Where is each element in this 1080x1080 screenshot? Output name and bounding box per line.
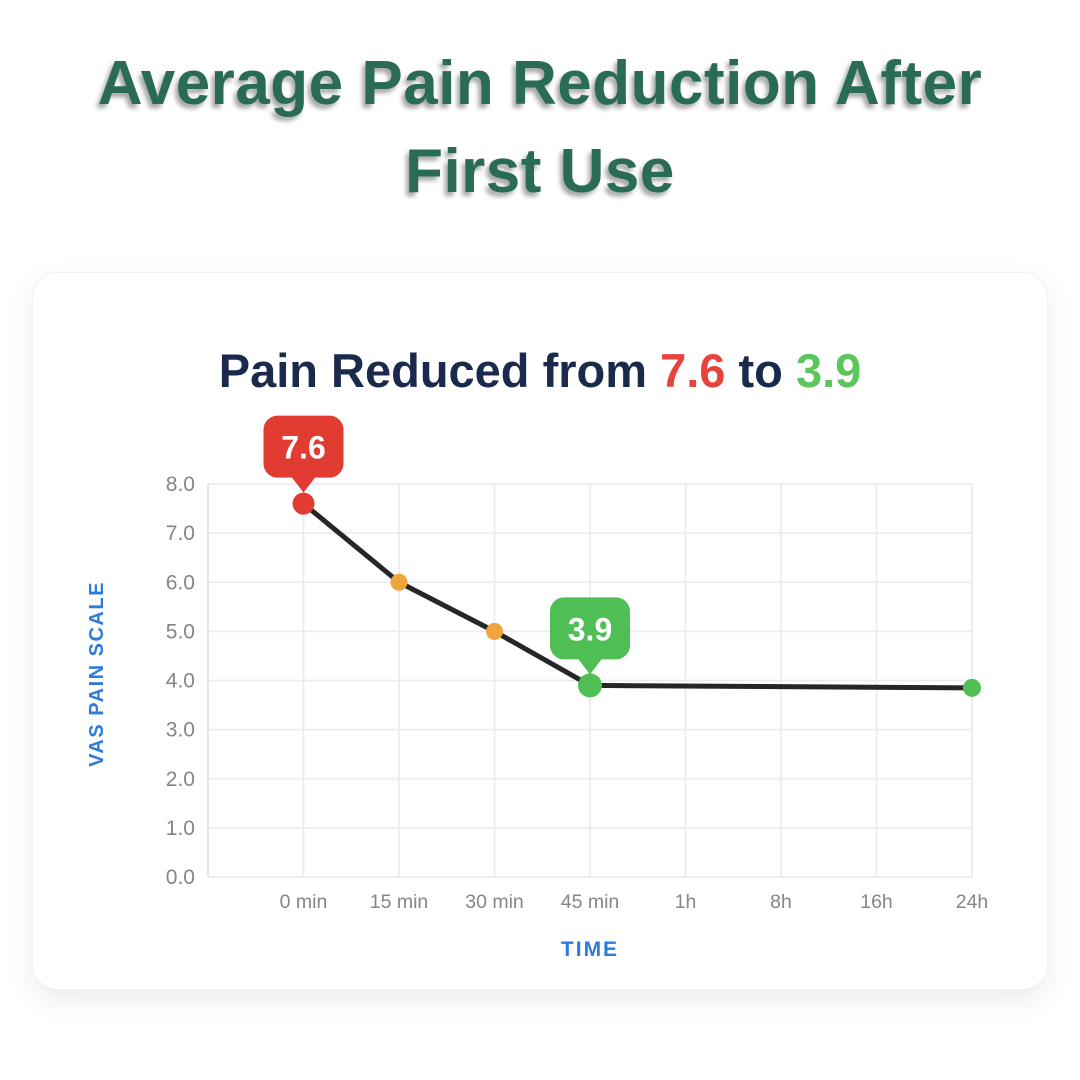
y-tick-label: 8.0	[166, 473, 195, 496]
chart-title-to-value: 3.9	[795, 344, 862, 397]
y-tick-label: 3.0	[166, 719, 195, 742]
y-axis-title: VAS PAIN SCALE	[86, 581, 108, 767]
y-tick-label: 2.0	[166, 768, 195, 791]
x-tick-label: 30 min	[465, 891, 524, 913]
y-tick-label: 0.0	[166, 866, 195, 889]
callout-value: 3.9	[568, 611, 612, 647]
callout-box	[263, 415, 344, 478]
series-line	[301, 501, 975, 691]
data-point-dot	[963, 678, 981, 697]
callout-box	[550, 597, 630, 660]
chart-title-from-value: 7.6	[660, 344, 726, 397]
data-point-dot	[390, 573, 408, 591]
chart-title: Pain Reduced from 7.6 to 3.9	[33, 343, 1047, 398]
y-tick-label: 1.0	[166, 817, 195, 840]
x-tick-label: 8h	[770, 891, 792, 913]
chart-svg: 8.0 7.0 6.0 5.0 4.0 3.0 2.0 1.0 0.0 0 min 15 min 30…	[86, 415, 989, 961]
page-title-text: Average Pain Reduction After First Use	[97, 49, 983, 206]
x-tick-label: 45 min	[561, 891, 620, 913]
x-tick-label: 24h	[956, 891, 989, 913]
y-tick-label: 5.0	[166, 620, 195, 643]
page-title: Average Pain Reduction After First Use	[0, 40, 1080, 216]
data-point-dot	[292, 492, 315, 515]
x-tick-label: 15 min	[370, 891, 429, 913]
y-tick-label: 7.0	[166, 522, 195, 545]
data-point-dot	[486, 622, 503, 640]
x-tick-label: 1h	[675, 891, 697, 913]
chart-card: Pain Reduced from 7.6 to 3.9 8.0 7.0 6.0 5.…	[32, 272, 1048, 990]
callout-pointer	[577, 657, 603, 675]
callout-value: 7.6	[281, 430, 325, 466]
y-tick-label: 4.0	[166, 670, 195, 693]
chart-title-prefix: Pain Reduced from	[218, 344, 648, 397]
y-tick-label: 6.0	[166, 571, 195, 594]
data-point-dot	[578, 673, 602, 698]
callout-pointer	[290, 475, 317, 493]
chart-title-connector: to	[738, 344, 783, 397]
x-tick-label: 0 min	[280, 891, 328, 913]
x-tick-label: 16h	[860, 891, 893, 913]
x-axis-title: TIME	[561, 938, 619, 961]
